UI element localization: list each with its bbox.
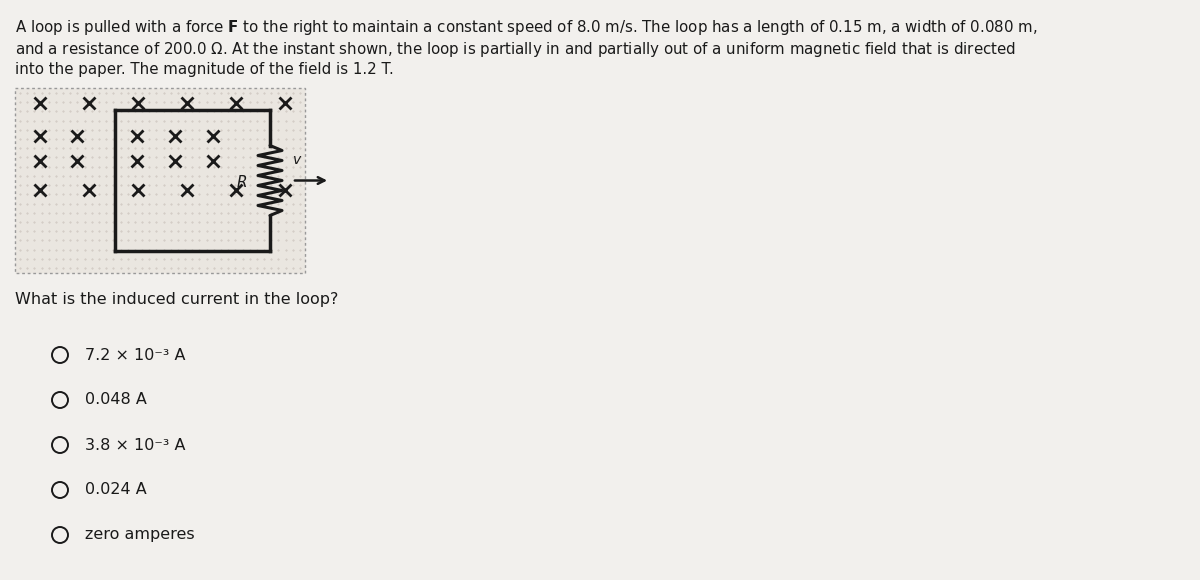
Text: R: R bbox=[236, 175, 247, 190]
Text: 0.048 A: 0.048 A bbox=[85, 393, 146, 408]
Text: into the paper. The magnitude of the field is 1.2 T.: into the paper. The magnitude of the fie… bbox=[14, 62, 394, 77]
Text: v: v bbox=[293, 153, 301, 166]
Bar bbox=[14, 88, 305, 273]
Text: 7.2 × 10⁻³ A: 7.2 × 10⁻³ A bbox=[85, 347, 186, 362]
Text: What is the induced current in the loop?: What is the induced current in the loop? bbox=[14, 292, 338, 307]
Text: and a resistance of 200.0 $\Omega$. At the instant shown, the loop is partially : and a resistance of 200.0 $\Omega$. At t… bbox=[14, 40, 1016, 59]
Text: 0.024 A: 0.024 A bbox=[85, 483, 146, 498]
Text: zero amperes: zero amperes bbox=[85, 527, 194, 542]
Text: 3.8 × 10⁻³ A: 3.8 × 10⁻³ A bbox=[85, 437, 186, 452]
Text: A loop is pulled with a force $\mathbf{F}$ to the right to maintain a constant s: A loop is pulled with a force $\mathbf{F… bbox=[14, 18, 1038, 37]
